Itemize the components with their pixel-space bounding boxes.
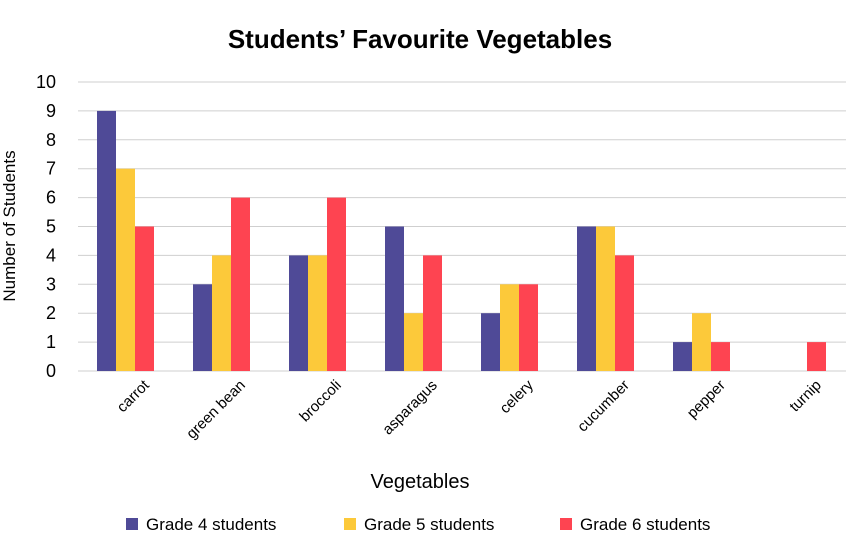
bar	[327, 197, 346, 371]
bar	[711, 342, 730, 371]
y-tick-label: 7	[46, 159, 56, 179]
bar	[807, 342, 826, 371]
x-tick-label: asparagus	[379, 377, 441, 439]
bar	[116, 168, 135, 371]
bar	[212, 255, 231, 371]
bar	[193, 284, 212, 371]
y-axis-label: Number of Students	[0, 150, 19, 301]
bar	[135, 226, 154, 371]
bar	[97, 110, 116, 372]
y-tick-label: 1	[46, 332, 56, 352]
y-tick-label: 2	[46, 303, 56, 323]
x-tick-label: pepper	[684, 377, 729, 422]
bar	[577, 226, 596, 371]
x-tick-label: turnip	[786, 377, 825, 416]
bar	[423, 255, 442, 371]
y-axis-ticks: 0 1 2 3 4 5 6 7 8 9 10	[36, 72, 56, 381]
y-tick-label: 3	[46, 274, 56, 294]
y-tick-label: 9	[46, 101, 56, 121]
x-axis-ticks: carrot green bean broccoli asparagus celery c…	[114, 376, 825, 442]
x-axis-label: Vegetables	[371, 471, 470, 493]
bar	[673, 342, 692, 371]
bar	[692, 313, 711, 371]
legend-swatch	[126, 518, 138, 530]
bar	[500, 284, 519, 371]
chart-title: Students’ Favourite Vegetables	[228, 24, 612, 54]
bar	[615, 255, 634, 371]
x-tick-label: celery	[497, 376, 538, 417]
bar	[385, 226, 404, 371]
x-tick-label: carrot	[114, 376, 154, 416]
legend-label: Grade 6 students	[580, 515, 710, 534]
legend-swatch	[344, 518, 356, 530]
bar	[289, 255, 308, 371]
x-tick-label: cucumber	[574, 377, 633, 436]
bar	[308, 255, 327, 371]
legend-label: Grade 5 students	[364, 515, 494, 534]
bar	[404, 313, 423, 371]
y-tick-label: 5	[46, 217, 56, 237]
bar	[596, 226, 615, 371]
legend: Grade 4 students Grade 5 students Grade 6 …	[126, 515, 710, 534]
x-tick-label: green bean	[183, 377, 249, 443]
y-tick-label: 4	[46, 245, 56, 265]
y-tick-label: 0	[46, 361, 56, 381]
bar	[231, 197, 250, 371]
bar	[519, 284, 538, 371]
legend-label: Grade 4 students	[146, 515, 276, 534]
bars	[97, 110, 826, 372]
x-tick-label: broccoli	[296, 377, 345, 426]
legend-swatch	[560, 518, 572, 530]
bar	[481, 313, 500, 371]
y-tick-label: 10	[36, 72, 56, 92]
y-tick-label: 6	[46, 188, 56, 208]
y-tick-label: 8	[46, 130, 56, 150]
